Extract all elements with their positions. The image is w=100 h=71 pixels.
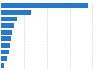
- Bar: [1, 16, 17, 21]
- Bar: [1, 43, 10, 48]
- Bar: [1, 56, 7, 61]
- Bar: [1, 3, 88, 8]
- Bar: [1, 23, 14, 28]
- Bar: [1, 50, 8, 55]
- Bar: [1, 36, 11, 41]
- Bar: [1, 10, 31, 15]
- Bar: [1, 63, 4, 68]
- Bar: [1, 30, 12, 35]
